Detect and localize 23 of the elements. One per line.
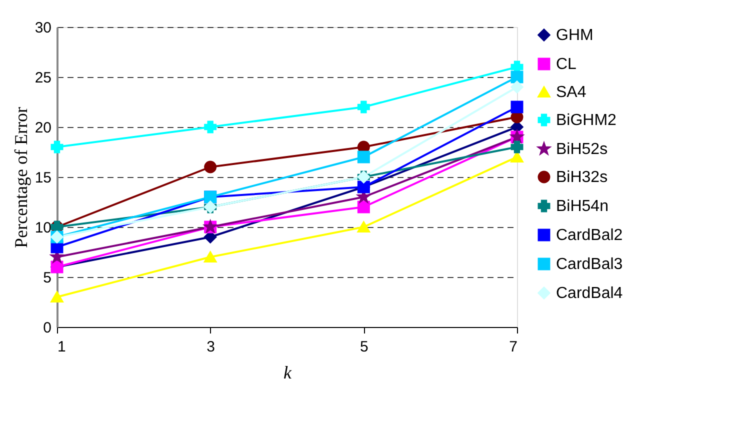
legend-label: CardBal3 xyxy=(556,256,623,273)
legend-label: BiH54n xyxy=(556,198,608,215)
legend-label: BiH32s xyxy=(556,169,608,186)
x-tick-label: 1 xyxy=(58,338,66,356)
legend-label: BiGHM2 xyxy=(556,112,617,129)
x-axis-title: k xyxy=(284,362,292,382)
x-tick-label: 3 xyxy=(206,338,216,356)
y-tick-label: 10 xyxy=(34,220,52,236)
y-tick-label: 5 xyxy=(43,270,52,286)
y-tick-label: 15 xyxy=(34,170,52,186)
legend-label: CardBal2 xyxy=(556,227,623,244)
legend-label: CL xyxy=(556,56,577,73)
legend-label: GHM xyxy=(556,27,594,44)
y-tick-label: 25 xyxy=(34,70,52,86)
y-tick-label: 20 xyxy=(34,120,52,136)
legend-label: SA4 xyxy=(556,84,586,101)
y-axis-title: Percentage of Error xyxy=(10,107,31,248)
y-tick-label: 0 xyxy=(43,320,52,336)
legend-label: CardBal4 xyxy=(556,285,623,302)
x-tick-label: 7 xyxy=(509,338,518,356)
x-tick-label: 5 xyxy=(360,338,368,356)
legend-label: BiH52s xyxy=(556,141,608,158)
y-tick-label: 30 xyxy=(34,20,52,36)
